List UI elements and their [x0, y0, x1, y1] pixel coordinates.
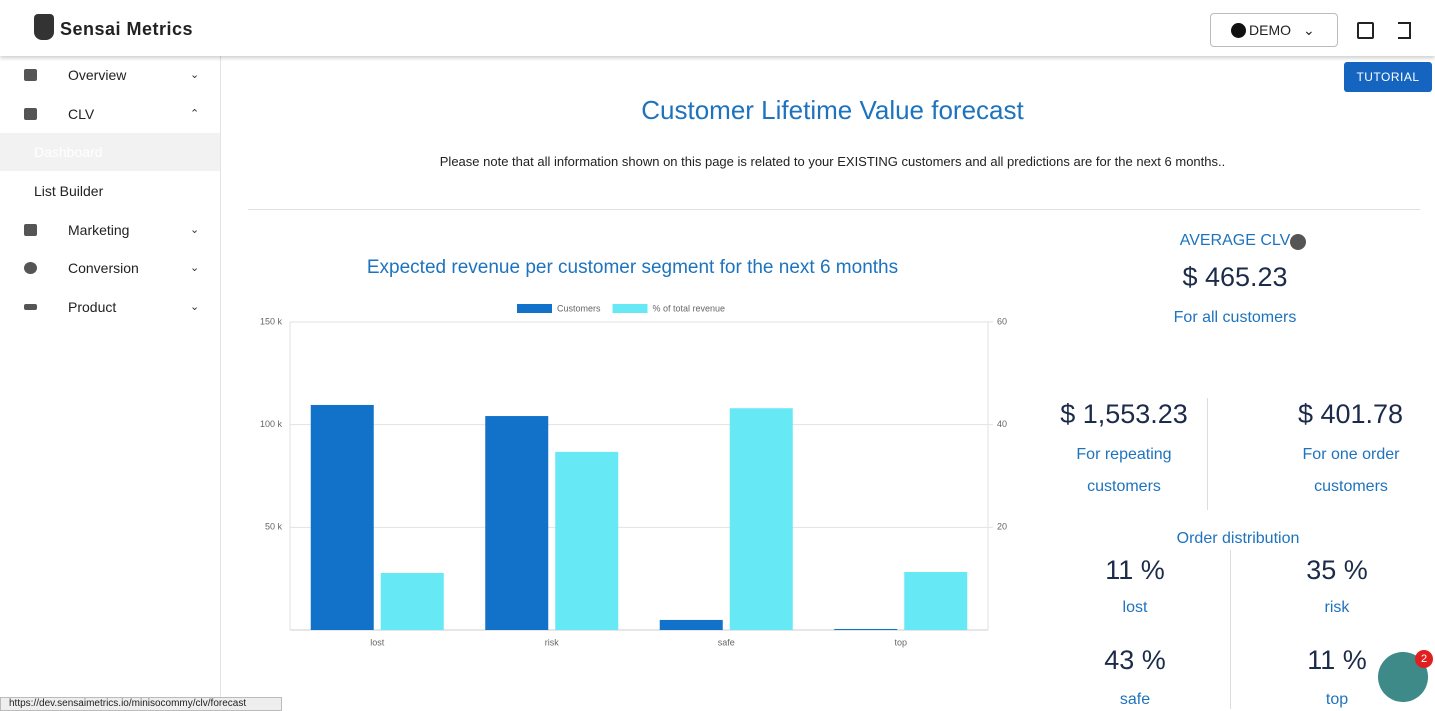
stat-caption: For all customers [1173, 309, 1297, 326]
stat-value: 35 % [1306, 555, 1368, 585]
section-title: Order distribution [1176, 530, 1300, 547]
x-tick-label: top [894, 637, 907, 647]
sidebar: Overview ⌄ CLV ⌃ Dashboard List Builder Ma… [0, 56, 221, 709]
y2-tick-label: 60 [997, 316, 1007, 326]
stat-caption: safe [1119, 691, 1151, 708]
stat-caption: lost [1122, 599, 1148, 616]
y-tick-label: 100 k [260, 419, 283, 429]
stat-value: 43 % [1104, 645, 1166, 675]
y2-tick-label: 20 [997, 522, 1007, 532]
x-tick-label: risk [545, 637, 559, 647]
legend-label: % of total revenue [653, 303, 726, 313]
nav-label: List Builder [34, 183, 104, 199]
stat-value: $ 1,553.23 [1060, 399, 1188, 429]
bar [380, 573, 444, 630]
y2-tick-label: 40 [997, 419, 1007, 429]
chart-title: Expected revenue per customer segment fo… [366, 257, 899, 278]
legend-label: Customers [557, 303, 601, 313]
y-tick-label: 150 k [260, 316, 283, 326]
stat-caption: For repeating customers [1076, 446, 1172, 495]
logout-button[interactable] [1398, 22, 1411, 39]
bar [834, 628, 898, 630]
stat-label: AVERAGE CLV [1179, 232, 1291, 249]
user-name: DEMO [1249, 22, 1291, 38]
y-tick-label: 50 k [265, 522, 283, 532]
chart: 50 k 100 k 150 k 20 40 60 Customers % of total … [260, 303, 1007, 647]
bar [659, 619, 723, 630]
stat-value: $ 465.23 [1182, 262, 1288, 292]
nav-label: Overview [68, 67, 127, 83]
brand: Sensai Metrics [60, 19, 194, 39]
logo [34, 14, 54, 40]
nav-item[interactable]: Marketing ⌄ [0, 211, 220, 249]
info-icon[interactable] [1290, 234, 1306, 250]
stat-caption: For one order customers [1302, 446, 1400, 495]
user-menu[interactable]: DEMO ⌄ [1210, 13, 1338, 47]
nav-label: CLV [68, 106, 95, 122]
nav-label: Product [68, 299, 117, 315]
bar [310, 404, 374, 630]
bar [555, 451, 619, 630]
nav-item[interactable]: Overview ⌄ [0, 56, 220, 94]
page-title: Customer Lifetime Value forecast [641, 95, 1024, 125]
nav-item[interactable]: Conversion ⌄ [0, 249, 220, 287]
bar [729, 408, 793, 630]
nav-label: Dashboard [34, 144, 103, 160]
x-tick-label: lost [370, 637, 385, 647]
x-tick-label: safe [718, 637, 735, 647]
nav-item[interactable]: CLV ⌃ [0, 95, 220, 133]
chat-badge: 2 [1415, 650, 1433, 668]
nav-item[interactable]: List Builder [0, 172, 220, 210]
bar [904, 571, 968, 630]
stat-caption: top [1325, 691, 1349, 708]
stat-caption: risk [1324, 599, 1350, 616]
divider [248, 209, 1420, 210]
divider [1230, 550, 1231, 709]
divider [1207, 398, 1208, 510]
tutorial-button[interactable]: TUTORIAL [1344, 62, 1432, 92]
nav-label: Marketing [68, 222, 130, 238]
legend-swatch [517, 304, 552, 313]
nav-item[interactable]: Dashboard [0, 133, 220, 171]
bar [485, 416, 549, 630]
header: Sensai Metrics DEMO ⌄ [0, 0, 1435, 56]
stat-value: 11 % [1307, 645, 1367, 675]
stat-value: 11 % [1105, 555, 1165, 585]
fullscreen-button[interactable] [1357, 22, 1374, 39]
legend-swatch [612, 304, 648, 313]
nav-item[interactable]: Product ⌄ [0, 288, 220, 326]
note: Please note that all information shown o… [439, 154, 1226, 169]
stat-value: $ 401.78 [1297, 399, 1404, 429]
nav-label: Conversion [68, 260, 139, 276]
